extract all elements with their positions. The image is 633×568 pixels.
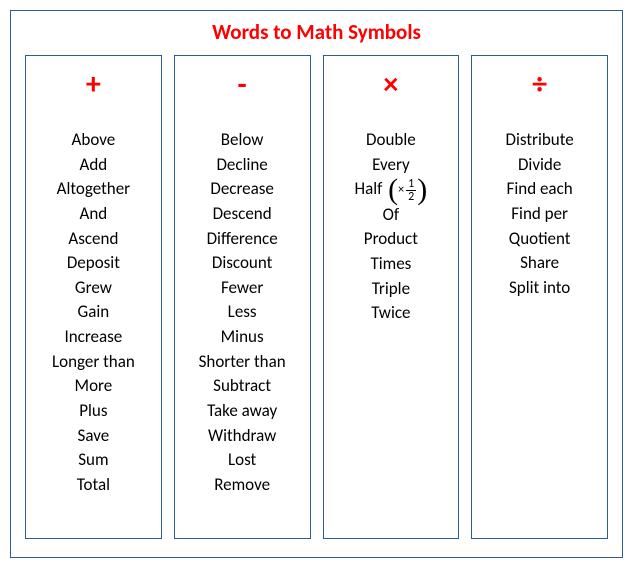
column-divide: ÷ Distribute Divide Find each Find per Q… (471, 55, 608, 539)
numerator: 1 (406, 178, 416, 191)
word: Decrease (179, 177, 306, 202)
word: Lost (179, 448, 306, 473)
word: Total (30, 473, 157, 498)
word: Split into (476, 276, 603, 301)
word: Minus (179, 325, 306, 350)
denominator: 2 (406, 191, 416, 203)
word: Below (179, 128, 306, 153)
word: Grew (30, 276, 157, 301)
word: Twice (328, 301, 455, 326)
word: Deposit (30, 251, 157, 276)
word: Descend (179, 202, 306, 227)
times-symbol: × (328, 70, 455, 100)
word: Add (30, 153, 157, 178)
right-paren: ) (417, 178, 427, 202)
word: Ascend (30, 227, 157, 252)
word: Plus (30, 399, 157, 424)
word: Sum (30, 448, 157, 473)
word: Times (328, 252, 455, 277)
word: Divide (476, 153, 603, 178)
word: Quotient (476, 227, 603, 252)
word: Of (328, 203, 455, 228)
word: Altogether (30, 177, 157, 202)
word: Longer than (30, 350, 157, 375)
column-times: × Double Every Half ( × 1 2 ) (323, 55, 460, 539)
word: Subtract (179, 374, 306, 399)
word: Remove (179, 473, 306, 498)
left-paren: ( (388, 178, 398, 202)
word: Decline (179, 153, 306, 178)
word: Save (30, 424, 157, 449)
word: Above (30, 128, 157, 153)
chart-title: Words to Math Symbols (25, 19, 608, 45)
word: Triple (328, 277, 455, 302)
word: Product (328, 227, 455, 252)
word: Find per (476, 202, 603, 227)
minus-symbol: - (179, 70, 306, 100)
word: And (30, 202, 157, 227)
word: Discount (179, 251, 306, 276)
times-small: × (398, 182, 404, 199)
half-annotation: ( × 1 2 ) (388, 178, 427, 203)
word: Difference (179, 227, 306, 252)
plus-words: Above Add Altogether And Ascend Deposit … (30, 128, 157, 498)
word: Take away (179, 399, 306, 424)
fraction: 1 2 (406, 178, 416, 203)
times-words: Double Every Half ( × 1 2 ) Of Produ (328, 128, 455, 326)
word: More (30, 374, 157, 399)
word: Share (476, 251, 603, 276)
word: Increase (30, 325, 157, 350)
divide-words: Distribute Divide Find each Find per Quo… (476, 128, 603, 300)
word: Shorter than (179, 350, 306, 375)
minus-words: Below Decline Decrease Descend Differenc… (179, 128, 306, 498)
word: Find each (476, 177, 603, 202)
plus-symbol: + (30, 70, 157, 100)
column-minus: - Below Decline Decrease Descend Differe… (174, 55, 311, 539)
word-half: Half ( × 1 2 ) (328, 177, 455, 202)
word: Withdraw (179, 424, 306, 449)
word: Less (179, 300, 306, 325)
divide-symbol: ÷ (476, 70, 603, 100)
chart-container: Words to Math Symbols + Above Add Altoge… (10, 10, 623, 558)
word: Gain (30, 300, 157, 325)
word: Fewer (179, 276, 306, 301)
columns-row: + Above Add Altogether And Ascend Deposi… (25, 55, 608, 539)
word: Distribute (476, 128, 603, 153)
word: Double (328, 128, 455, 153)
half-label: Half (355, 178, 383, 199)
column-plus: + Above Add Altogether And Ascend Deposi… (25, 55, 162, 539)
